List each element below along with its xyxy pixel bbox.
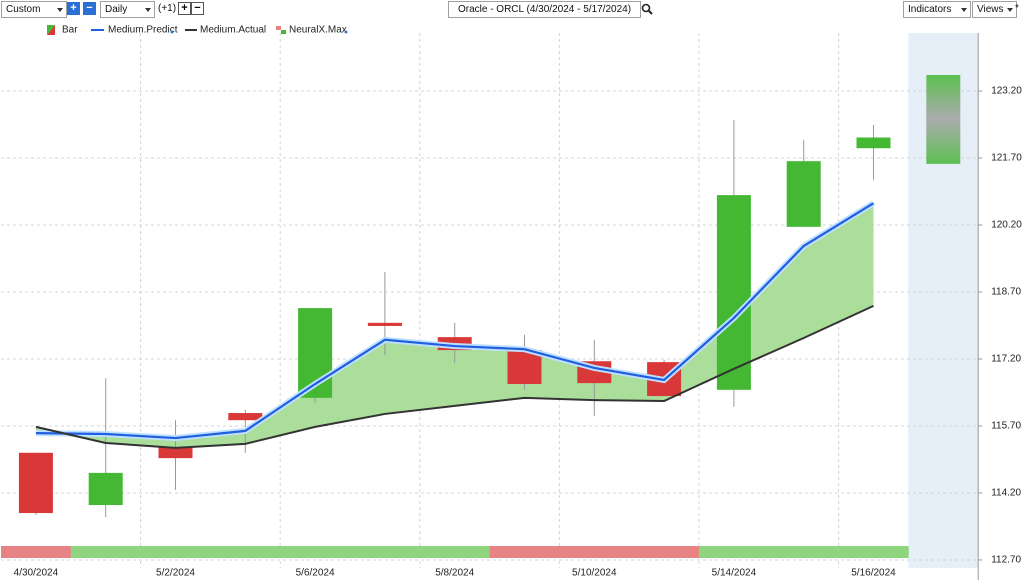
- candle-body: [786, 161, 821, 227]
- period-select[interactable]: Daily: [100, 1, 155, 18]
- y-tick-label: 123.20: [991, 86, 1022, 97]
- signal-cell: [838, 546, 909, 558]
- candle-body: [367, 322, 402, 326]
- series-line: [35, 202, 875, 440]
- signal-cell: [419, 546, 490, 558]
- legend-icon: [276, 26, 281, 30]
- signal-cell: [70, 546, 141, 558]
- candle-body: [716, 195, 751, 390]
- y-tick-label: 115.70: [991, 421, 1021, 432]
- signal-cell: [559, 546, 630, 558]
- candle-body: [18, 452, 53, 514]
- x-tick-label: 5/14/2024: [712, 568, 757, 579]
- legend-icon-bar: [47, 25, 55, 35]
- legend-label: Medium.Actual: [200, 25, 266, 36]
- views-button[interactable]: Views: [972, 1, 1017, 18]
- legend-label: Medium.Predict: [108, 25, 178, 36]
- zoom-in[interactable]: +: [67, 2, 80, 15]
- y-tick-label: 114.20: [991, 488, 1021, 499]
- signal-cell: [280, 546, 351, 558]
- y-tick-label: 121.70: [991, 153, 1022, 164]
- legend-label: Bar: [62, 25, 78, 36]
- candle-body: [158, 446, 193, 459]
- signal-cell: [489, 546, 560, 558]
- signal-cell: [768, 546, 839, 558]
- forecast-box: [926, 74, 961, 164]
- legend-icon: [281, 30, 286, 34]
- legend-label: NeuralX.Max: [289, 25, 347, 36]
- signal-cell: [210, 546, 281, 558]
- candle-body: [228, 413, 263, 421]
- legend-dot: [170, 30, 174, 34]
- y-tick-label: 120.20: [991, 220, 1022, 231]
- y-tick-label: 117.20: [991, 354, 1021, 365]
- offset: (+1): [158, 3, 177, 14]
- x-tick-label: 5/10/2024: [572, 568, 617, 579]
- signal-cell: [629, 546, 700, 558]
- candle-body: [88, 472, 123, 506]
- search-icon[interactable]: [641, 3, 654, 16]
- x-tick-label: 5/8/2024: [435, 568, 474, 579]
- signal-cell: [140, 546, 211, 558]
- symbol-box[interactable]: Oracle - ORCL (4/30/2024 - 5/17/2024): [448, 1, 641, 18]
- offset-plus[interactable]: +: [178, 2, 191, 15]
- x-tick-label: 5/2/2024: [156, 568, 195, 579]
- x-tick-label: 5/6/2024: [296, 568, 335, 579]
- mode-select[interactable]: Custom: [1, 1, 67, 18]
- series-line: [35, 304, 874, 449]
- y-tick-label: 118.70: [991, 287, 1021, 298]
- y-tick-label: 112.70: [991, 555, 1021, 566]
- zoom-out[interactable]: −: [83, 2, 96, 15]
- indicators-button[interactable]: Indicators: [903, 1, 971, 18]
- legend: Bar Medium.Predict Medium.Actual NeuralX.Ma…: [47, 25, 348, 36]
- signal-cell: [699, 546, 770, 558]
- signal-cell: [1, 546, 72, 558]
- signal-cell: [350, 546, 421, 558]
- x-tick-label: 5/16/2024: [851, 568, 896, 579]
- legend-dot: [344, 30, 348, 34]
- x-tick-label: 4/30/2024: [14, 568, 59, 579]
- candle-body: [507, 350, 542, 385]
- candle-body: [856, 137, 891, 149]
- offset-minus[interactable]: −: [191, 2, 204, 15]
- pin[interactable]: *: [1015, 3, 1019, 14]
